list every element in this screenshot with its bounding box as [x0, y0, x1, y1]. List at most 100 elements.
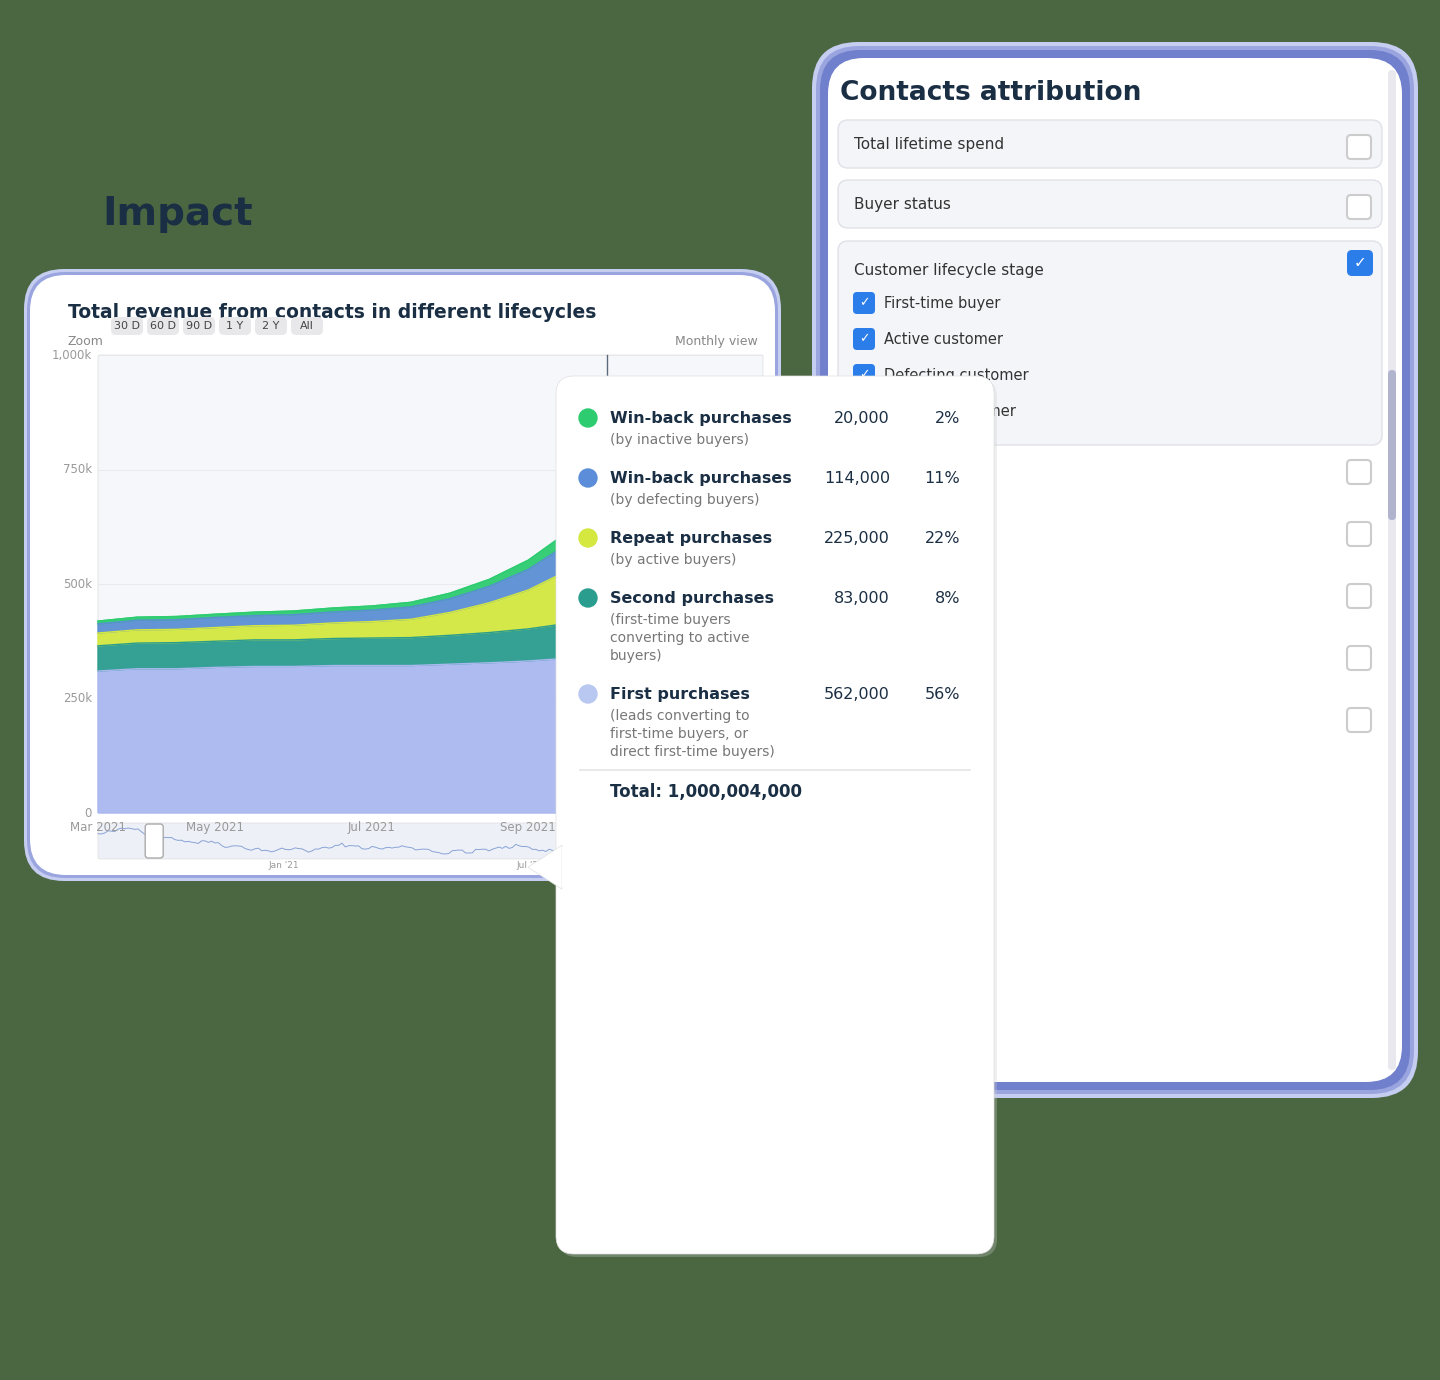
Text: Total revenue from contacts in different lifecycles: Total revenue from contacts in different… — [68, 304, 596, 322]
FancyBboxPatch shape — [291, 317, 323, 335]
Circle shape — [579, 469, 598, 487]
Text: 2 Y: 2 Y — [262, 322, 279, 331]
Text: Active customer: Active customer — [884, 331, 1004, 346]
Text: (by active buyers): (by active buyers) — [611, 553, 736, 567]
Text: Jul 2021: Jul 2021 — [348, 821, 396, 834]
FancyBboxPatch shape — [556, 375, 994, 1254]
FancyBboxPatch shape — [1346, 646, 1371, 671]
Text: Win-back purchases: Win-back purchases — [611, 471, 792, 486]
Text: 562,000: 562,000 — [824, 686, 890, 701]
FancyBboxPatch shape — [98, 822, 763, 858]
FancyBboxPatch shape — [98, 355, 763, 813]
Polygon shape — [562, 847, 577, 887]
Circle shape — [579, 408, 598, 426]
Polygon shape — [98, 527, 763, 646]
Polygon shape — [98, 617, 763, 680]
Text: ✓: ✓ — [858, 404, 870, 418]
Circle shape — [579, 589, 598, 607]
FancyBboxPatch shape — [1388, 70, 1395, 1070]
Text: May 2021: May 2021 — [186, 821, 245, 834]
Text: (by defecting buyers): (by defecting buyers) — [611, 493, 759, 506]
FancyBboxPatch shape — [1346, 135, 1371, 159]
FancyBboxPatch shape — [1346, 460, 1371, 484]
Text: 30 D: 30 D — [114, 322, 140, 331]
Circle shape — [579, 684, 598, 702]
FancyBboxPatch shape — [255, 317, 287, 335]
Text: buyers): buyers) — [611, 649, 662, 662]
Text: 500k: 500k — [63, 577, 92, 591]
Text: (leads converting to: (leads converting to — [611, 709, 750, 723]
Text: 11%: 11% — [924, 471, 960, 486]
Text: 83,000: 83,000 — [834, 591, 890, 606]
FancyBboxPatch shape — [183, 317, 215, 335]
FancyBboxPatch shape — [819, 50, 1410, 1090]
FancyBboxPatch shape — [816, 46, 1414, 1094]
Text: direct first-time buyers): direct first-time buyers) — [611, 745, 775, 759]
Text: Customer lifecycle stage: Customer lifecycle stage — [854, 264, 1044, 277]
Text: 1 Y: 1 Y — [226, 322, 243, 331]
Text: first-time buyers, or: first-time buyers, or — [611, 727, 749, 741]
FancyBboxPatch shape — [1346, 195, 1371, 219]
FancyBboxPatch shape — [852, 293, 876, 315]
FancyBboxPatch shape — [24, 269, 780, 880]
Polygon shape — [98, 486, 763, 633]
Text: Impact: Impact — [102, 195, 252, 233]
FancyBboxPatch shape — [838, 241, 1382, 444]
Text: Sep 2021: Sep 2021 — [501, 821, 556, 834]
Text: Nov: Nov — [674, 821, 696, 834]
FancyBboxPatch shape — [1346, 522, 1371, 546]
FancyBboxPatch shape — [30, 275, 775, 875]
Text: Win-back purchases: Win-back purchases — [611, 410, 792, 425]
Text: 225,000: 225,000 — [824, 530, 890, 545]
Text: ✓: ✓ — [858, 297, 870, 309]
Text: converting to active: converting to active — [611, 631, 749, 644]
Text: Defecting customer: Defecting customer — [884, 367, 1028, 382]
Text: Total lifetime spend: Total lifetime spend — [854, 137, 1004, 152]
Text: 22%: 22% — [924, 530, 960, 545]
Text: Repeat purchases: Repeat purchases — [611, 530, 772, 545]
FancyBboxPatch shape — [852, 400, 876, 422]
Circle shape — [579, 529, 598, 546]
Text: All: All — [300, 322, 314, 331]
FancyBboxPatch shape — [838, 179, 1382, 228]
Text: Zoom: Zoom — [68, 335, 104, 348]
Text: Monthly view: Monthly view — [675, 335, 757, 348]
Polygon shape — [528, 845, 562, 889]
Text: 90 D: 90 D — [186, 322, 212, 331]
FancyBboxPatch shape — [852, 328, 876, 351]
Text: 0: 0 — [85, 806, 92, 820]
Text: 2%: 2% — [935, 410, 960, 425]
Text: Total: 1,000,004,000: Total: 1,000,004,000 — [611, 782, 802, 800]
Text: First purchases: First purchases — [611, 686, 750, 701]
Text: ✓: ✓ — [858, 368, 870, 381]
Text: ✓: ✓ — [1354, 255, 1367, 270]
Text: (by inactive buyers): (by inactive buyers) — [611, 433, 749, 447]
FancyBboxPatch shape — [219, 317, 251, 335]
Polygon shape — [98, 656, 763, 813]
Text: 56%: 56% — [924, 686, 960, 701]
Text: 114,000: 114,000 — [824, 471, 890, 486]
FancyBboxPatch shape — [145, 824, 163, 858]
Text: 60 D: 60 D — [150, 322, 176, 331]
FancyBboxPatch shape — [838, 120, 1382, 168]
Text: 750k: 750k — [63, 464, 92, 476]
Text: Mar 2021: Mar 2021 — [71, 821, 127, 834]
FancyBboxPatch shape — [1346, 584, 1371, 609]
Text: Contacts attribution: Contacts attribution — [840, 80, 1142, 106]
FancyBboxPatch shape — [852, 364, 876, 386]
Polygon shape — [98, 469, 763, 624]
FancyBboxPatch shape — [147, 317, 179, 335]
Text: Second purchases: Second purchases — [611, 591, 775, 606]
Text: Buyer status: Buyer status — [854, 196, 950, 211]
Text: Inactive customer: Inactive customer — [884, 403, 1015, 418]
FancyBboxPatch shape — [111, 317, 143, 335]
Text: First-time buyer: First-time buyer — [884, 295, 1001, 310]
Text: 8%: 8% — [935, 591, 960, 606]
FancyBboxPatch shape — [559, 380, 996, 1257]
FancyBboxPatch shape — [1346, 708, 1371, 731]
FancyBboxPatch shape — [812, 41, 1418, 1098]
FancyBboxPatch shape — [27, 272, 778, 878]
Text: Jan '21: Jan '21 — [269, 861, 300, 869]
Text: (first-time buyers: (first-time buyers — [611, 613, 730, 627]
FancyBboxPatch shape — [1388, 370, 1395, 520]
